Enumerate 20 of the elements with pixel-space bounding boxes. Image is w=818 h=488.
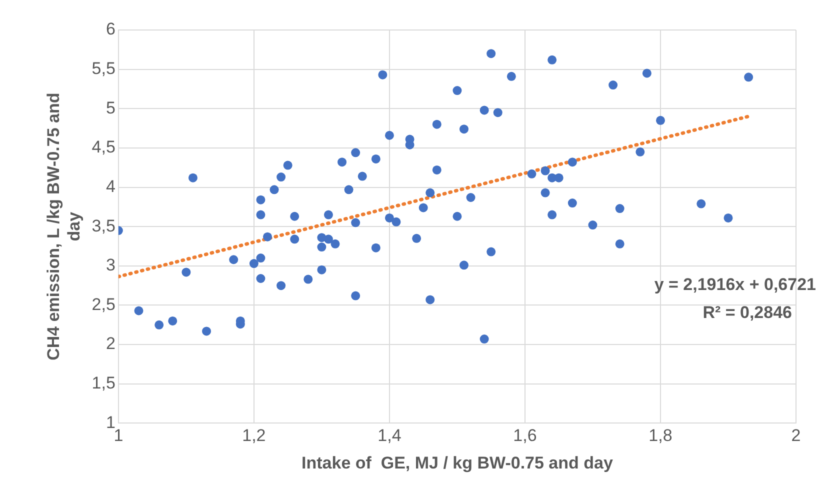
annotation: y = 2,1916x + 0,6721	[654, 275, 816, 294]
annotation: R² = 0,2846	[702, 303, 792, 322]
x-tick-label: 1,2	[242, 426, 266, 446]
y-tick-label: 3,5	[92, 216, 116, 236]
y-tick-label: 1,5	[92, 374, 116, 393]
x-tick-label: 1,4	[378, 426, 402, 446]
y-tick-label: 6	[106, 20, 116, 39]
y-tick-label: 5	[106, 98, 116, 118]
y-axis-title: CH4 emission, L /kg BW-0.75 and day	[44, 92, 84, 360]
x-tick-label: 1,8	[648, 426, 672, 446]
y-tick-label: 4,5	[92, 138, 116, 157]
y-tick-label: 1	[106, 412, 116, 432]
y-tick-label: 3	[106, 256, 116, 275]
y-tick-label: 5,5	[92, 59, 116, 78]
y-tick-label: 4	[106, 176, 116, 196]
y-tick-label: 2	[106, 334, 116, 354]
x-tick-label: 2	[791, 426, 801, 446]
x-tick-label: 1,6	[513, 426, 537, 446]
y-tick-label: 2,5	[92, 294, 116, 314]
x-axis-title: Intake of GE, MJ / kg BW-0.75 and day	[302, 453, 614, 472]
